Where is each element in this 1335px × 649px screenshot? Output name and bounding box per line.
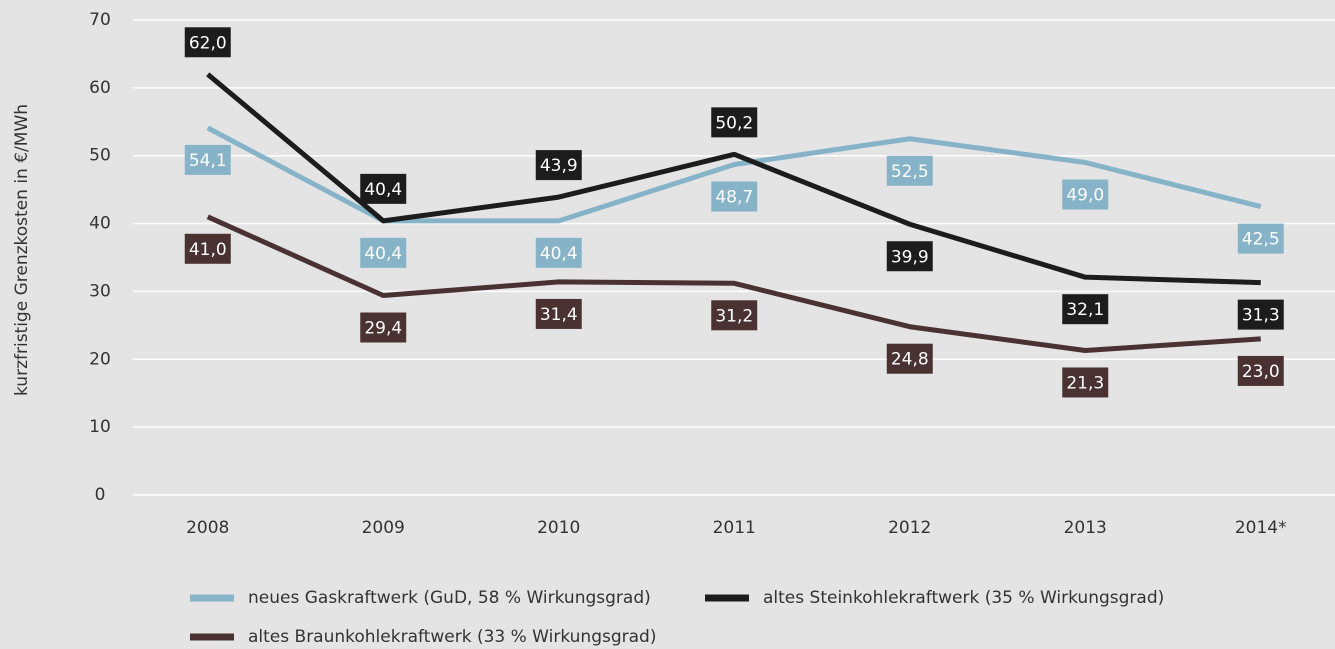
value-label-box [1062, 367, 1109, 398]
value-label-text: 31,2 [715, 306, 753, 326]
legend-swatch [705, 594, 749, 602]
value-label: 40,4 [360, 237, 407, 268]
value-label: 21,3 [1062, 367, 1109, 398]
value-label-box [1237, 355, 1284, 386]
value-label-box [184, 144, 231, 175]
value-label-box [1062, 179, 1109, 210]
value-label: 32,1 [1062, 294, 1109, 325]
value-label-text: 49,0 [1066, 186, 1104, 206]
value-label-box [535, 298, 582, 329]
value-label-text: 39,9 [891, 247, 929, 267]
legend-label: neues Gaskraftwerk (GuD, 58 % Wirkungsgr… [248, 588, 651, 608]
value-label: 29,4 [360, 312, 407, 343]
x-tick-label: 2011 [713, 518, 756, 538]
x-tick-label: 2013 [1064, 518, 1107, 538]
y-tick-label: 70 [89, 10, 111, 30]
series-line [206, 72, 1261, 286]
value-label-box [535, 150, 582, 181]
value-label: 50,2 [711, 107, 758, 138]
value-label-text: 24,8 [891, 350, 929, 370]
value-label-box [886, 155, 933, 186]
y-tick-label: 60 [89, 78, 111, 98]
value-label: 31,4 [535, 298, 582, 329]
y-tick-label: 30 [89, 281, 111, 301]
value-label-box [711, 300, 758, 331]
value-label: 40,4 [535, 237, 582, 268]
value-label-text: 40,4 [364, 244, 402, 264]
value-label-box [535, 237, 582, 268]
y-tick-label: 0 [95, 485, 106, 505]
value-label: 52,5 [886, 155, 933, 186]
value-label-box [1237, 299, 1284, 330]
value-label-text: 41,0 [189, 240, 227, 260]
value-label-text: 48,7 [715, 188, 753, 208]
value-label-text: 52,5 [891, 162, 929, 182]
value-label-text: 40,4 [540, 244, 578, 264]
value-label-box [886, 343, 933, 374]
y-tick-label: 10 [89, 417, 111, 437]
x-tick-label: 2008 [186, 518, 229, 538]
x-tick-label: 2014* [1235, 518, 1287, 538]
value-label-box [1062, 294, 1109, 325]
value-label-box [711, 181, 758, 212]
value-label: 49,0 [1062, 179, 1109, 210]
legend-swatch [190, 594, 234, 602]
value-label-text: 23,0 [1242, 362, 1280, 382]
value-label-box [360, 312, 407, 343]
value-label-box [360, 237, 407, 268]
value-label-text: 40,4 [364, 180, 402, 200]
value-label-box [1237, 223, 1284, 254]
value-label: 24,8 [886, 343, 933, 374]
value-label-text: 32,1 [1066, 300, 1104, 320]
x-tick-label: 2010 [537, 518, 580, 538]
series-line [206, 214, 1261, 353]
y-tick-label: 50 [89, 146, 111, 166]
value-label: 23,0 [1237, 355, 1284, 386]
value-label-text: 29,4 [364, 319, 402, 339]
value-label: 42,5 [1237, 223, 1284, 254]
value-label: 43,9 [535, 150, 582, 181]
legend-swatch [190, 633, 234, 641]
value-label: 41,0 [184, 233, 231, 264]
value-label-box [360, 173, 407, 204]
x-tick-label: 2012 [888, 518, 931, 538]
value-label-text: 42,5 [1242, 230, 1280, 250]
value-label-text: 43,9 [540, 156, 578, 176]
x-tick-label: 2009 [362, 518, 405, 538]
value-label: 40,4 [360, 173, 407, 204]
value-label-box [184, 233, 231, 264]
value-label-text: 62,0 [189, 33, 227, 53]
value-label-text: 50,2 [715, 113, 753, 133]
value-label: 31,2 [711, 300, 758, 331]
value-label-text: 54,1 [189, 151, 227, 171]
y-tick-label: 40 [89, 214, 111, 234]
y-tick-label: 20 [89, 349, 111, 369]
y-axis-label: kurzfristige Grenzkosten in €/MWh [12, 104, 32, 396]
value-label-box [886, 241, 933, 272]
value-label-box [711, 107, 758, 138]
value-label-box [184, 27, 231, 58]
value-label: 54,1 [184, 144, 231, 175]
legend-label: altes Steinkohlekraftwerk (35 % Wirkungs… [763, 588, 1164, 608]
value-label: 39,9 [886, 241, 933, 272]
legend-label: altes Braunkohlekraftwerk (33 % Wirkungs… [248, 627, 656, 647]
value-label: 31,3 [1237, 299, 1284, 330]
value-label: 62,0 [184, 27, 231, 58]
value-label-text: 21,3 [1066, 373, 1104, 393]
value-label-text: 31,3 [1242, 306, 1280, 326]
value-label-text: 31,4 [540, 305, 578, 325]
value-label: 48,7 [711, 181, 758, 212]
